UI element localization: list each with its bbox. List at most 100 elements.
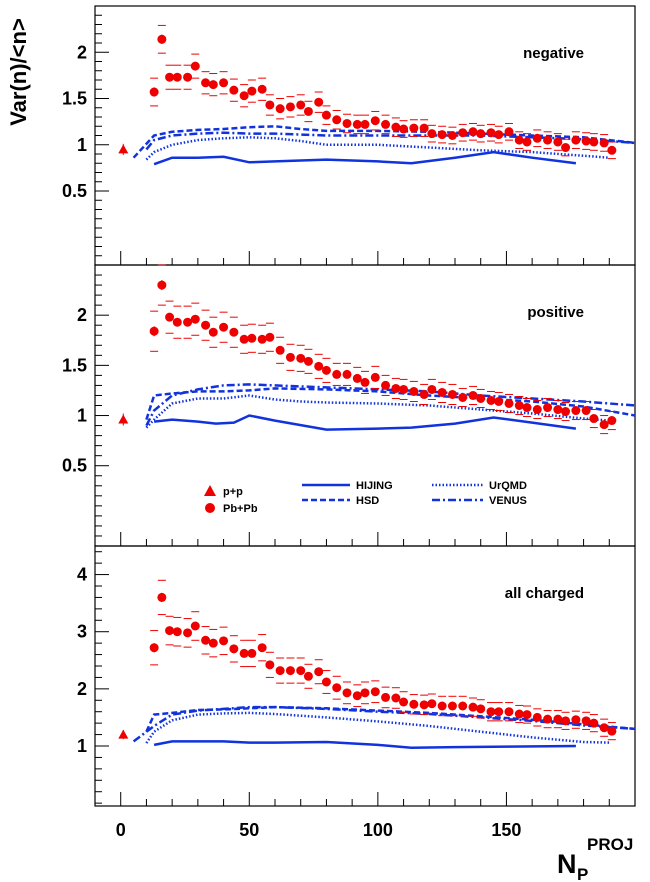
y-tick-label: 2 [77,679,87,699]
pbpb-point [342,118,352,128]
series-venus-line [145,383,635,427]
pbpb-point [391,693,401,703]
pbpb-point [504,398,514,408]
pbpb-point [208,638,218,648]
pbpb-point [494,396,504,406]
pbpb-point [219,322,229,332]
series-hijing-line [153,150,577,166]
pbpb-point [561,143,571,153]
x-axis-title-sup: PROJ [587,835,633,854]
x-axis-title-sub: P [577,865,588,882]
pbpb-point [522,137,532,147]
pbpb-point [332,683,342,693]
pbpb-point [486,395,496,405]
pbpb-point [247,648,257,658]
pbpb-point [532,712,542,722]
pbpb-point [239,334,249,344]
pbpb-point [504,127,514,137]
pbpb-point [561,407,571,417]
pbpb-point [589,718,599,728]
pbpb-point [265,332,275,342]
pbpb-point [468,127,478,137]
pbpb-point [201,320,211,330]
pbpb-point [219,78,229,88]
pbpb-point [427,384,437,394]
pbpb-point [239,91,249,101]
pbpb-point [381,119,391,129]
pbpb-point [437,701,447,711]
y-tick-label: 3 [77,622,87,642]
y-tick-label: 4 [77,565,87,585]
legend-label-pbpb: Pb+Pb [223,503,258,515]
pbpb-point [149,326,159,336]
pp-point [118,414,129,424]
pbpb-point [486,707,496,717]
panel-negative: 0.5 1 1.5 2 negative [62,5,636,266]
pbpb-point [409,123,419,133]
pbpb-point [494,707,504,717]
pbpb-point [447,131,457,140]
y-tick-label: 0.5 [62,456,87,476]
pbpb-point [522,403,532,413]
pbpb-point [458,701,468,711]
pbpb-point [399,124,409,134]
pbpb-point [352,119,362,129]
pbpb-point [332,115,342,125]
pbpb-point [172,317,182,327]
pbpb-point [352,373,362,383]
pbpb-point [342,688,352,698]
pbpb-point [514,401,524,410]
pbpb-point [321,365,331,375]
x-tick-label: 100 [363,820,393,840]
pbpb-point [468,390,478,400]
pbpb-point [427,699,437,709]
legend-label-urqmd: UrQMD [489,480,527,492]
pbpb-point [437,130,447,140]
pbpb-point [571,406,581,416]
y-tick-label: 1 [77,736,87,756]
series-urqmd-line [145,711,610,744]
series-urqmd-line [145,394,610,429]
pbpb-point [409,699,419,709]
pbpb-point [581,136,591,146]
pbpb-point [486,128,496,138]
pbpb-point [296,666,306,676]
pbpb-point [275,104,285,114]
pbpb-point [399,384,409,394]
x-axis-title: N P PROJ [557,835,633,882]
pbpb-point [476,704,486,714]
pbpb-point [561,716,571,726]
pbpb-point [275,345,285,355]
pbpb-point [285,352,295,362]
series-venus-line [132,705,635,743]
pbpb-point [599,723,609,733]
pbpb-point [352,691,362,701]
pbpb-point [342,369,352,379]
pbpb-point [532,405,542,415]
pbpb-point [183,72,193,82]
pbpb-point [296,353,306,363]
pbpb-point [571,135,581,145]
pbpb-point [201,78,211,88]
pbpb-point [522,710,532,720]
pbpb-point [504,707,514,717]
pbpb-point [265,100,275,110]
series-hsd-line [145,387,635,420]
series-hijing-line [153,740,576,749]
pbpb-point [419,700,429,710]
pbpb-point [285,102,295,112]
pbpb-point [321,110,331,120]
pbpb-point [543,714,553,724]
pbpb-point [599,138,609,148]
legend: p+p Pb+Pb HIJING HSD UrQMD VENUS [204,480,527,515]
pbpb-point [419,123,429,133]
pbpb-point [514,709,524,719]
pbpb-point [275,666,285,676]
pbpb-point [303,356,313,366]
legend-marker-circle [205,503,215,513]
y-tick-label: 2 [77,42,87,62]
pbpb-point [296,100,306,110]
pbpb-point [370,372,380,382]
y-tick-label: 1 [77,135,87,155]
pbpb-point [165,312,175,322]
